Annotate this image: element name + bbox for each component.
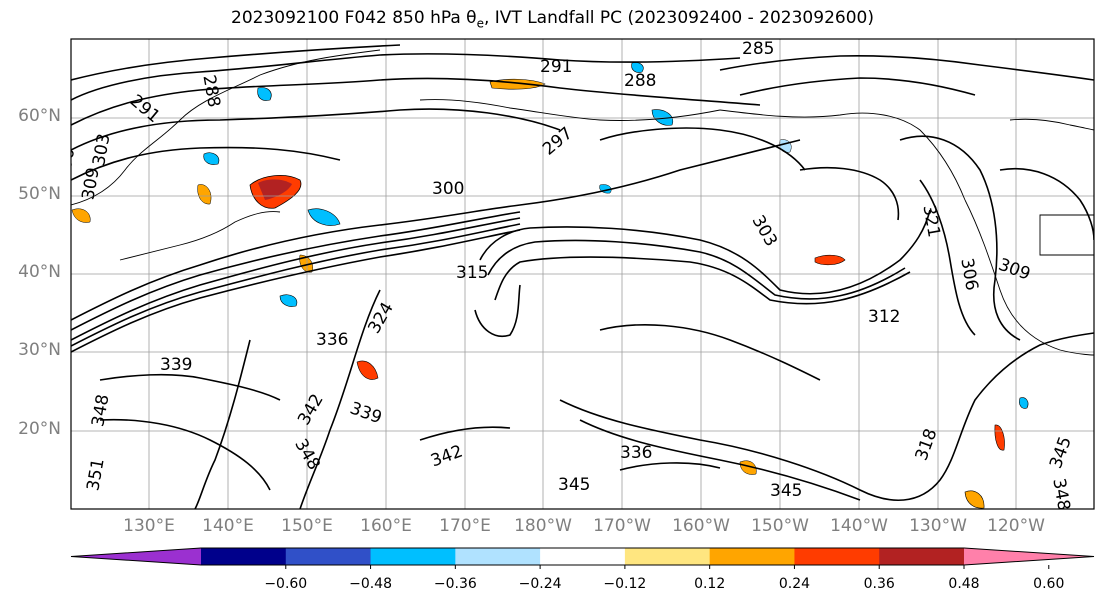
colorbar-swatch (709, 548, 795, 565)
lon-label: 130°E (123, 516, 175, 536)
contour-label: 339 (160, 355, 192, 375)
lon-label: 130°W (909, 516, 967, 536)
colorbar-swatch (370, 548, 456, 565)
colorbar-swatch (201, 548, 287, 565)
contour-label: 345 (770, 481, 802, 501)
lat-label: 60°N (18, 106, 61, 126)
contour-label: 345 (558, 475, 590, 495)
lon-label: 170°W (593, 516, 651, 536)
contour-label: 300 (432, 179, 464, 199)
coastlines (71, 49, 1094, 356)
lat-label: 50°N (18, 184, 61, 204)
lat-label: 30°N (18, 340, 61, 360)
contour-label: 348 (1048, 477, 1073, 512)
lon-label: 150°E (281, 516, 333, 536)
contour-label: 285 (742, 39, 774, 59)
colorbar-tick-label: 0.36 (863, 576, 895, 592)
lon-label: 140°W (830, 516, 888, 536)
colorbar-swatch (624, 548, 711, 565)
contour-label: 336 (316, 330, 348, 350)
colorbar-extend-high (964, 548, 1094, 565)
theta-subscript: e (476, 16, 484, 31)
colorbar-tick-label: 0.12 (694, 576, 726, 592)
lat-label: 20°N (18, 419, 61, 439)
colorbar-tick-label: −0.12 (603, 576, 647, 592)
lon-label: 180°W (514, 516, 572, 536)
shading-patches (71, 62, 1029, 509)
colorbar-tick-label: −0.48 (349, 576, 392, 592)
colorbar-swatch (794, 548, 880, 565)
colorbar-swatch (879, 548, 965, 565)
colorbar-extend-low (71, 548, 201, 565)
colorbar-swatch (455, 548, 541, 565)
contour-label: 306 (54, 147, 79, 182)
colorbar (70, 547, 1095, 569)
theta-symbol: θ (466, 8, 477, 28)
map-title: 2023092100 F042 850 hPa θe, IVT Landfall… (231, 8, 874, 31)
colorbar-outline (70, 547, 1095, 566)
contour-label: 312 (868, 307, 900, 327)
colorbar-tick-label: 0.60 (1033, 576, 1065, 592)
theta-e-contours (71, 44, 1094, 509)
contour-label: 336 (620, 443, 652, 463)
graticule (71, 39, 1094, 509)
contour-label: 291 (540, 57, 572, 77)
map-frame (70, 38, 1095, 510)
contour-label: 315 (456, 263, 488, 283)
colorbar-swatch (285, 548, 372, 565)
contour-label: 288 (624, 71, 656, 91)
lon-label: 150°W (751, 516, 809, 536)
colorbar-tick-label: −0.24 (518, 576, 562, 592)
lon-label: 160°W (672, 516, 730, 536)
colorbar-tick-label: 0.48 (948, 576, 980, 592)
colorbar-tick-label: −0.36 (433, 576, 477, 592)
lon-label: 120°W (987, 516, 1045, 536)
lon-label: 170°E (439, 516, 491, 536)
colorbar-tick-label: 0.24 (778, 576, 811, 592)
colorbar-tick-label: −0.60 (264, 576, 308, 592)
lon-label: 140°E (202, 516, 254, 536)
lon-label: 160°E (360, 516, 412, 536)
lat-label: 40°N (18, 262, 61, 282)
colorbar-swatch (540, 548, 626, 565)
